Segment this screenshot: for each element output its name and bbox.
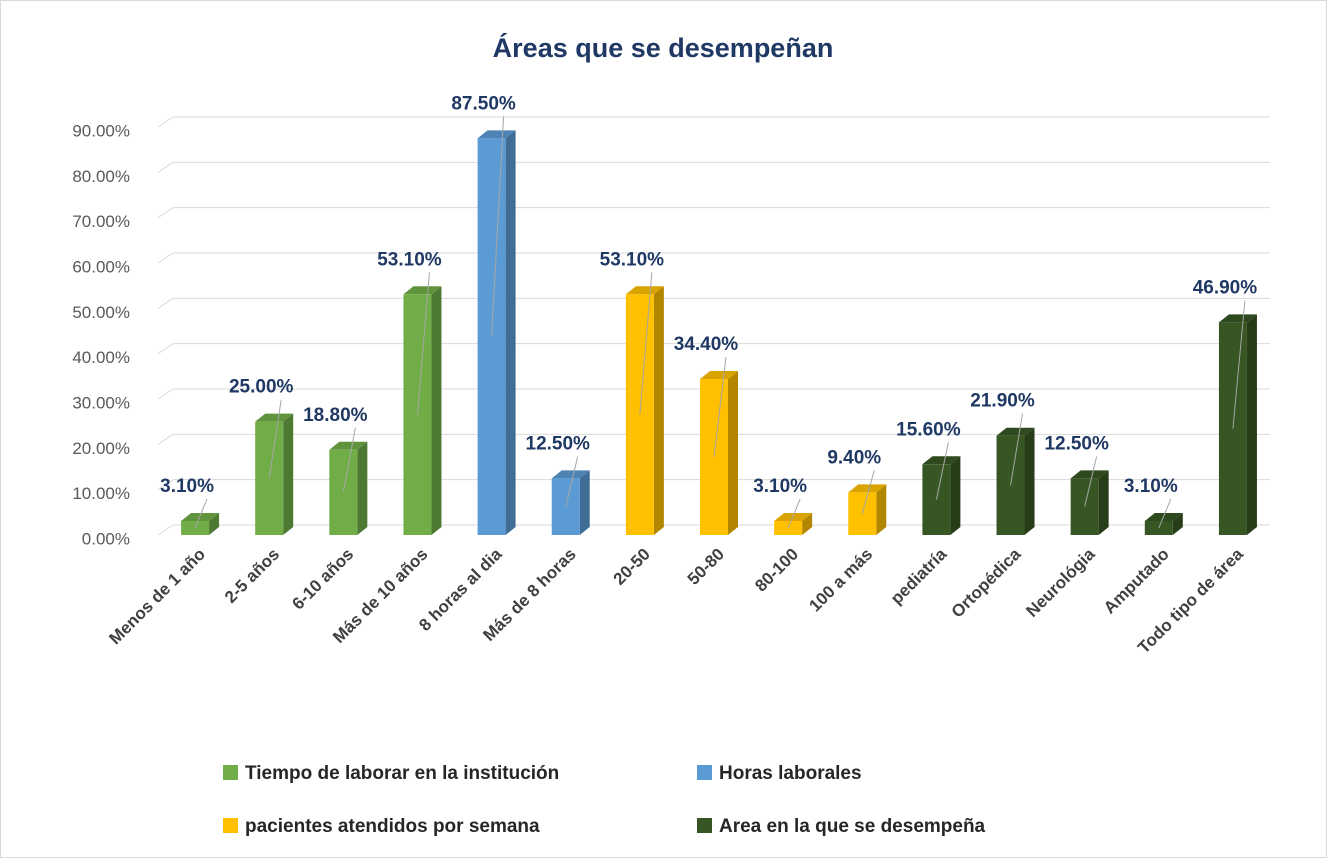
bar xyxy=(551,478,580,535)
bar xyxy=(477,138,506,536)
y-tick-label: 50.00% xyxy=(72,303,130,322)
label-leader xyxy=(1158,498,1172,529)
bar-side xyxy=(505,130,516,536)
label-leader xyxy=(935,442,949,500)
bar-side xyxy=(357,441,368,535)
data-label: 3.10% xyxy=(753,476,807,497)
legend-label: pacientes atendidos por semana xyxy=(245,816,540,837)
legend-label: Tiempo de laborar en la institución xyxy=(245,763,559,784)
grid-line-side xyxy=(157,207,174,219)
label-leader xyxy=(268,399,282,479)
grid-line-side xyxy=(157,388,174,400)
data-label: 25.00% xyxy=(229,377,294,398)
bar-side xyxy=(283,413,294,535)
label-leader xyxy=(1084,456,1098,507)
bar-top xyxy=(996,427,1035,436)
bar-side xyxy=(802,512,813,535)
bar-side xyxy=(876,484,887,535)
legend-label: Horas laborales xyxy=(719,763,862,784)
y-tick-label: 0.00% xyxy=(82,529,130,548)
label-leader xyxy=(1232,300,1246,429)
bar-side xyxy=(728,371,738,535)
data-label: 3.10% xyxy=(160,476,214,497)
bar xyxy=(1070,478,1099,535)
bar-top xyxy=(551,470,590,479)
bar-top xyxy=(477,130,516,139)
y-tick-label: 60.00% xyxy=(72,257,130,276)
legend-swatch xyxy=(697,818,712,833)
label-leader xyxy=(342,427,356,493)
label-leader xyxy=(787,498,801,529)
label-leader xyxy=(416,272,430,415)
data-label: 9.40% xyxy=(827,447,881,468)
grid-line-side xyxy=(157,343,174,355)
legend-swatch xyxy=(697,765,712,780)
bar-top xyxy=(625,286,664,295)
y-tick-label: 90.00% xyxy=(72,121,130,140)
bar-top xyxy=(700,371,738,380)
label-leader xyxy=(1010,413,1024,486)
label-leader xyxy=(491,116,505,337)
bar-top xyxy=(1070,470,1109,479)
grid-line-side xyxy=(157,479,174,491)
data-label: 34.40% xyxy=(674,334,739,355)
data-label: 12.50% xyxy=(526,433,591,454)
bar-top xyxy=(922,456,961,465)
label-leader xyxy=(713,356,727,458)
data-label: 15.60% xyxy=(896,419,961,440)
bar-side xyxy=(209,512,220,535)
bar-side xyxy=(1172,512,1183,535)
bar-side xyxy=(653,286,664,535)
y-tick-label: 30.00% xyxy=(72,393,130,412)
bar-top xyxy=(1218,314,1257,323)
label-leader xyxy=(194,498,208,529)
y-tick-label: 40.00% xyxy=(72,348,130,367)
y-tick-label: 80.00% xyxy=(72,167,130,186)
bar-top xyxy=(848,484,887,493)
grid-line-side xyxy=(157,116,174,128)
label-leader xyxy=(565,456,579,507)
legend-swatch xyxy=(223,765,238,780)
y-tick-label: 10.00% xyxy=(72,484,130,503)
data-label: 21.90% xyxy=(970,391,1035,412)
data-label: 87.50% xyxy=(451,93,516,114)
data-label: 12.50% xyxy=(1044,433,1109,454)
data-label: 18.80% xyxy=(303,405,368,426)
grid-line-side xyxy=(157,161,174,173)
legend-label: Area en la que se desempeña xyxy=(719,816,986,837)
bar-top xyxy=(403,286,442,295)
bar-side xyxy=(950,456,961,535)
bar-side xyxy=(431,286,442,535)
y-tick-label: 70.00% xyxy=(72,212,130,231)
label-leader xyxy=(639,272,653,415)
label-leader xyxy=(861,470,875,514)
grid-line-side xyxy=(157,252,174,264)
bar-side xyxy=(1246,314,1257,535)
data-label: 53.10% xyxy=(377,249,442,270)
bar-side xyxy=(579,470,590,535)
data-label: 53.10% xyxy=(600,249,665,270)
data-label: 46.90% xyxy=(1193,277,1258,298)
data-label: 3.10% xyxy=(1124,476,1178,497)
legend-swatch xyxy=(223,818,238,833)
bar-top xyxy=(255,413,294,422)
grid-line-side xyxy=(157,433,174,445)
grid-line-side xyxy=(157,297,174,309)
bar-side xyxy=(1098,470,1109,535)
bar-top xyxy=(329,441,368,450)
chart-title: Áreas que se desempeñan xyxy=(493,32,834,63)
bar-side xyxy=(1024,427,1035,535)
y-tick-label: 20.00% xyxy=(72,439,130,458)
grid-line-side xyxy=(157,524,174,536)
